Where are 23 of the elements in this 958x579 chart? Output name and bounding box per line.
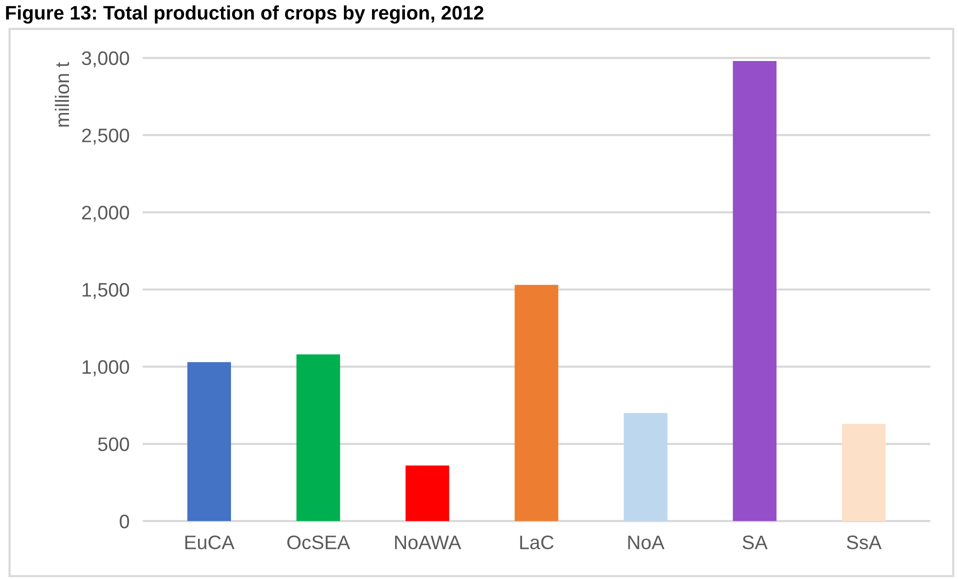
y-tick-label: 500 bbox=[98, 437, 130, 452]
x-tick-label: NoAWA bbox=[395, 536, 462, 550]
bar bbox=[406, 466, 450, 522]
x-tick-label: NoA bbox=[628, 536, 664, 550]
x-tick-label: OcSEA bbox=[287, 536, 350, 550]
bar bbox=[514, 284, 558, 522]
bar bbox=[732, 60, 777, 522]
x-tick-label: SA bbox=[742, 536, 768, 550]
bar bbox=[842, 424, 886, 522]
x-tick-label: LaC bbox=[520, 536, 554, 550]
bar bbox=[296, 354, 340, 522]
y-tick-label: 3,000 bbox=[82, 51, 130, 68]
y-tick-label: 2,000 bbox=[82, 206, 130, 222]
chart-title: Figure 13: Total production of crops by region, 2012 bbox=[6, 5, 484, 24]
y-axis-title: million t bbox=[54, 62, 70, 127]
x-tick-label: SsA bbox=[846, 536, 882, 550]
bar bbox=[624, 413, 668, 522]
y-tick-label: 1,500 bbox=[82, 282, 130, 300]
y-tick-label: 0 bbox=[120, 514, 130, 528]
x-tick-label: EuCA bbox=[185, 536, 235, 550]
y-tick-label: 2,500 bbox=[82, 128, 130, 145]
y-tick-label: 1,000 bbox=[82, 360, 130, 376]
bar bbox=[187, 362, 231, 522]
